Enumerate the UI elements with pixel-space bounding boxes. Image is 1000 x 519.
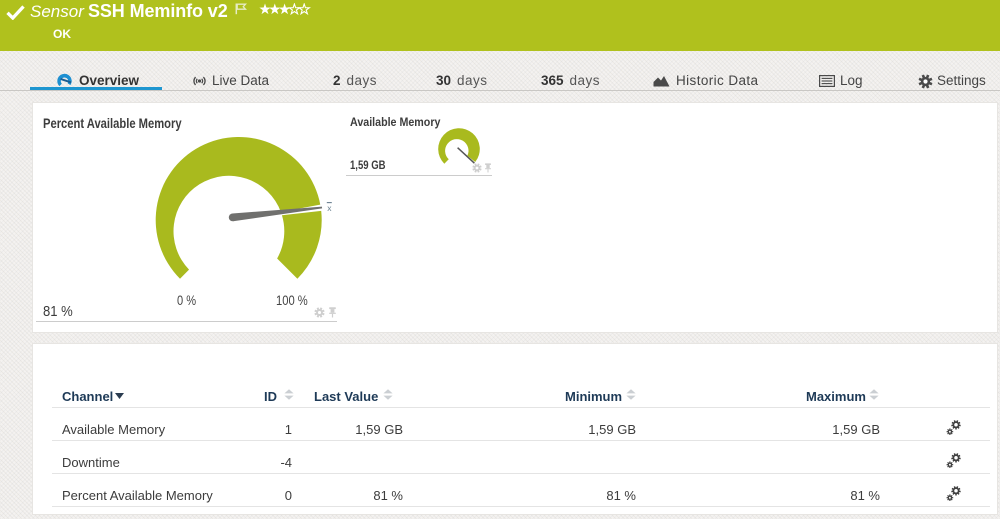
svg-text:x: x xyxy=(327,203,332,213)
